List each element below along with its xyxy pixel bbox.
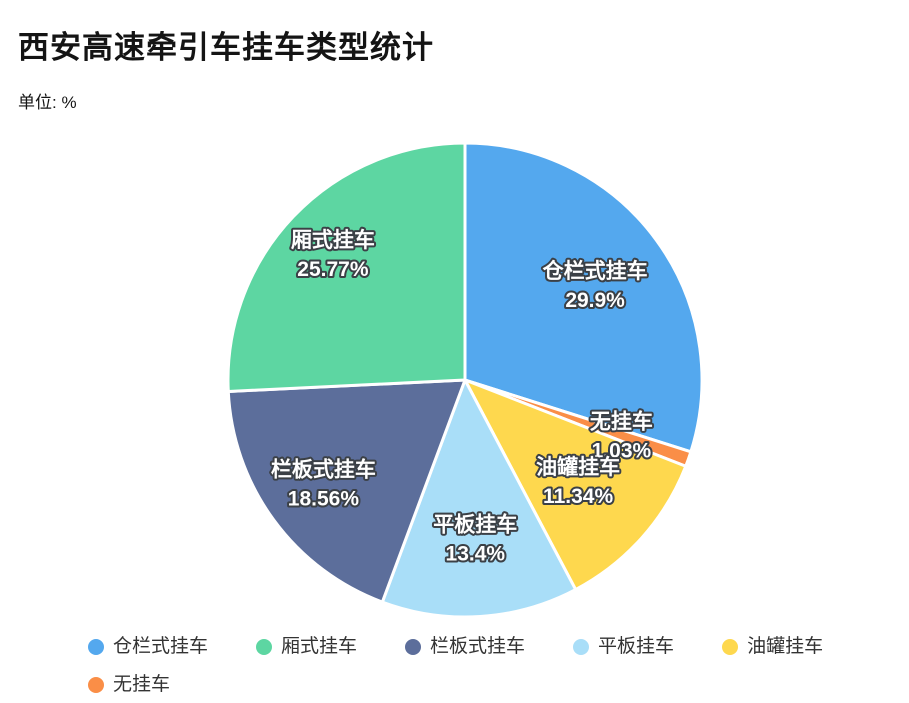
legend-dot-icon bbox=[88, 639, 104, 655]
slice-value-text: 13.4% bbox=[446, 543, 506, 566]
legend-item[interactable]: 无挂车 bbox=[88, 674, 170, 696]
slice-name-text: 油罐挂车 bbox=[536, 455, 620, 479]
slice-value-text: 1.03% bbox=[592, 439, 652, 462]
legend-dot-icon bbox=[405, 639, 422, 655]
legend-item[interactable]: 栏板式挂车 bbox=[405, 636, 525, 658]
chart-title: 西安高速牵引车挂车类型统计 bbox=[18, 30, 434, 65]
legend-item-label: 栏板式挂车 bbox=[430, 636, 526, 657]
pie-slice-label: 油罐挂车 11.34% bbox=[534, 453, 622, 510]
legend-dot-icon bbox=[573, 639, 590, 655]
slice-name-text: 仓栏式挂车 bbox=[542, 259, 648, 283]
pie-slice-label: 栏板式挂车 18.56% bbox=[269, 456, 378, 513]
slice-value-text: 11.34% bbox=[543, 485, 613, 508]
slice-value-text: 25.77% bbox=[297, 258, 369, 281]
pie-slice[interactable] bbox=[226, 378, 467, 604]
legend-dot-icon bbox=[722, 639, 739, 655]
chart-unit-label: 单位: % bbox=[18, 93, 77, 112]
pie-slice-label: 仓栏式挂车 29.9% bbox=[540, 257, 650, 314]
slice-value-text: 18.56% bbox=[288, 488, 360, 511]
legend-item[interactable]: 仓栏式挂车 bbox=[88, 636, 208, 658]
slice-name-text: 厢式挂车 bbox=[291, 228, 375, 252]
pie-slice-label: 无挂车 1.03% bbox=[588, 407, 655, 464]
slice-name-text: 栏板式挂车 bbox=[271, 458, 376, 482]
pie-slice-label: 厢式挂车 25.77% bbox=[289, 226, 377, 283]
slice-name-text: 平板挂车 bbox=[433, 513, 517, 537]
legend-item[interactable]: 厢式挂车 bbox=[256, 636, 357, 658]
slice-name-text: 无挂车 bbox=[590, 409, 653, 433]
pie-slice[interactable] bbox=[380, 378, 578, 619]
chart-legend: 仓栏式挂车 厢式挂车 栏板式挂车 平板挂车 油罐挂车无挂车 bbox=[88, 636, 838, 696]
pie-slice[interactable] bbox=[463, 141, 704, 454]
legend-item-label: 油罐挂车 bbox=[747, 636, 824, 657]
legend-item[interactable]: 油罐挂车 bbox=[722, 636, 823, 658]
pie-slice[interactable] bbox=[226, 141, 467, 393]
legend-item-label: 平板挂车 bbox=[598, 636, 675, 657]
pie-slice[interactable] bbox=[463, 378, 688, 592]
legend-item-label: 无挂车 bbox=[113, 674, 171, 695]
slice-value-text: 29.9% bbox=[565, 289, 625, 312]
legend-item-label: 仓栏式挂车 bbox=[113, 636, 209, 657]
legend-dot-icon bbox=[88, 677, 104, 693]
legend-item-label: 厢式挂车 bbox=[281, 636, 358, 657]
pie-slice-label: 平板挂车 13.4% bbox=[431, 511, 519, 568]
legend-item[interactable]: 平板挂车 bbox=[573, 636, 674, 658]
legend-dot-icon bbox=[256, 639, 273, 655]
